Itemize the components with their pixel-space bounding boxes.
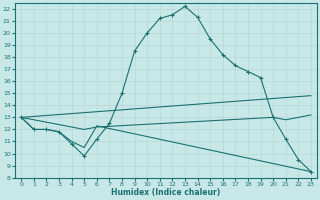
X-axis label: Humidex (Indice chaleur): Humidex (Indice chaleur)	[111, 188, 221, 197]
